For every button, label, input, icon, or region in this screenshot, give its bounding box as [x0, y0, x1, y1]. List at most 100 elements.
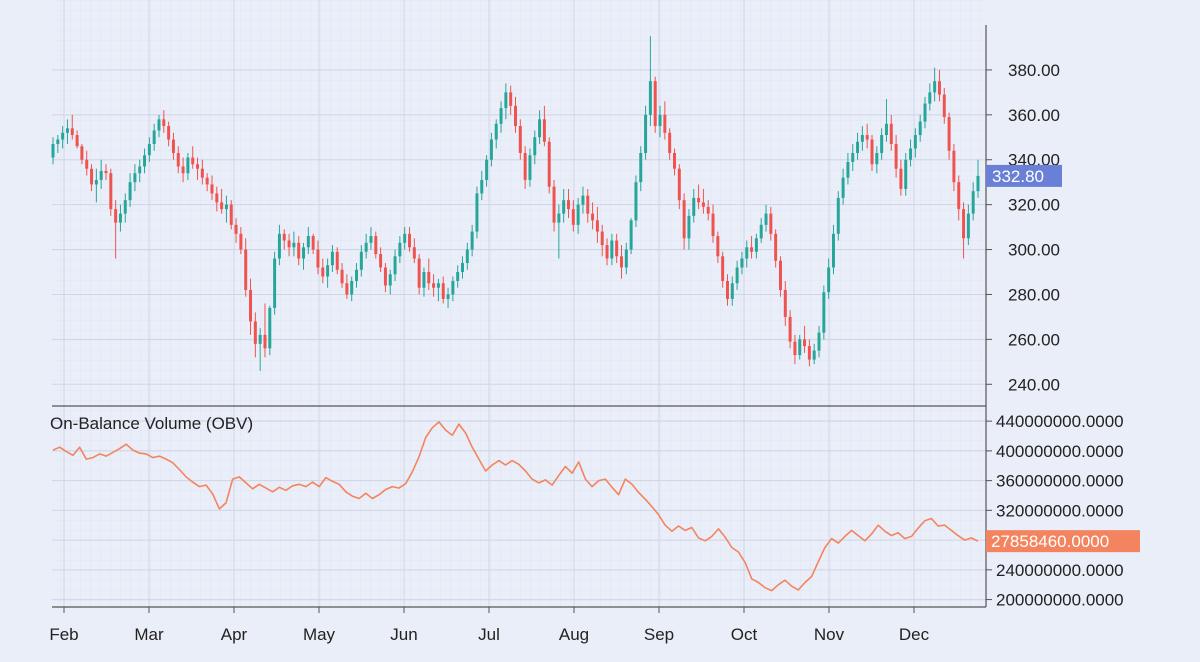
candle[interactable]: [263, 303, 267, 358]
candle[interactable]: [663, 101, 667, 140]
candle[interactable]: [436, 278, 440, 302]
candle[interactable]: [412, 238, 416, 264]
candle[interactable]: [889, 114, 893, 151]
candle[interactable]: [277, 224, 281, 266]
candle[interactable]: [109, 168, 113, 216]
candle[interactable]: [658, 105, 662, 138]
candle[interactable]: [976, 159, 980, 198]
candle[interactable]: [947, 112, 951, 160]
candle[interactable]: [480, 170, 484, 201]
candle[interactable]: [856, 132, 860, 160]
candle[interactable]: [475, 186, 479, 239]
candle[interactable]: [668, 128, 672, 160]
candle[interactable]: [711, 204, 715, 243]
candle[interactable]: [803, 325, 807, 353]
candle[interactable]: [215, 186, 219, 212]
candle[interactable]: [282, 229, 286, 250]
candle[interactable]: [605, 238, 609, 266]
candle[interactable]: [595, 206, 599, 243]
candle[interactable]: [725, 274, 729, 306]
candle[interactable]: [933, 67, 937, 102]
candle[interactable]: [162, 110, 166, 133]
candle[interactable]: [306, 227, 310, 255]
candle[interactable]: [735, 260, 739, 290]
candle[interactable]: [335, 247, 339, 275]
candle[interactable]: [547, 137, 551, 194]
candle[interactable]: [701, 188, 705, 214]
candle[interactable]: [417, 254, 421, 295]
candle[interactable]: [85, 150, 89, 176]
candle[interactable]: [427, 258, 431, 290]
candle[interactable]: [273, 251, 277, 315]
candle[interactable]: [952, 144, 956, 192]
candle[interactable]: [913, 128, 917, 158]
candle[interactable]: [128, 173, 132, 207]
candle[interactable]: [514, 96, 517, 133]
candle[interactable]: [205, 173, 209, 192]
candle[interactable]: [567, 188, 570, 219]
candle[interactable]: [697, 184, 701, 210]
candle[interactable]: [600, 224, 604, 257]
candle[interactable]: [899, 159, 903, 196]
candle[interactable]: [485, 155, 489, 187]
obv-line[interactable]: [52, 421, 979, 592]
candle[interactable]: [196, 157, 200, 180]
candle[interactable]: [764, 204, 768, 232]
candle[interactable]: [875, 146, 879, 174]
candle[interactable]: [220, 188, 224, 214]
candle[interactable]: [355, 263, 359, 288]
candle[interactable]: [957, 175, 961, 221]
candle[interactable]: [383, 263, 387, 293]
candle[interactable]: [441, 276, 445, 304]
candle[interactable]: [321, 258, 325, 284]
candle[interactable]: [171, 132, 175, 160]
candle[interactable]: [562, 188, 566, 223]
candle[interactable]: [432, 274, 436, 297]
candle[interactable]: [65, 119, 69, 145]
candle[interactable]: [783, 280, 787, 326]
candle[interactable]: [56, 135, 60, 153]
candle[interactable]: [94, 168, 98, 203]
candle[interactable]: [971, 182, 975, 221]
candle[interactable]: [465, 242, 469, 270]
candle[interactable]: [297, 236, 301, 266]
candle[interactable]: [648, 36, 652, 127]
candle[interactable]: [210, 175, 214, 201]
candle[interactable]: [827, 258, 831, 299]
candle[interactable]: [884, 99, 888, 142]
candle[interactable]: [186, 152, 190, 180]
candle[interactable]: [740, 251, 744, 275]
candle[interactable]: [268, 305, 272, 356]
candle[interactable]: [451, 276, 455, 302]
candle[interactable]: [311, 233, 315, 255]
candle[interactable]: [851, 144, 855, 171]
candle[interactable]: [836, 191, 840, 241]
candle[interactable]: [807, 339, 811, 367]
candle[interactable]: [70, 114, 74, 140]
candle[interactable]: [494, 119, 498, 149]
candle[interactable]: [624, 242, 628, 275]
candle[interactable]: [542, 105, 546, 147]
candle[interactable]: [224, 195, 228, 223]
candle[interactable]: [533, 130, 537, 165]
candle[interactable]: [388, 269, 392, 295]
candle[interactable]: [716, 231, 720, 264]
candle[interactable]: [61, 126, 65, 149]
candle[interactable]: [923, 96, 927, 129]
candle[interactable]: [364, 233, 368, 259]
candle[interactable]: [788, 310, 792, 349]
candle[interactable]: [745, 240, 749, 268]
candle[interactable]: [831, 224, 835, 275]
candle[interactable]: [345, 274, 349, 299]
candle[interactable]: [446, 287, 450, 308]
candle[interactable]: [181, 157, 185, 183]
candle[interactable]: [610, 233, 614, 266]
candle[interactable]: [769, 206, 773, 241]
candle[interactable]: [962, 202, 966, 259]
candle[interactable]: [234, 218, 238, 243]
candle[interactable]: [114, 200, 118, 259]
candle[interactable]: [552, 179, 556, 232]
candle[interactable]: [682, 193, 686, 250]
candle[interactable]: [461, 256, 464, 279]
candle[interactable]: [499, 101, 503, 133]
